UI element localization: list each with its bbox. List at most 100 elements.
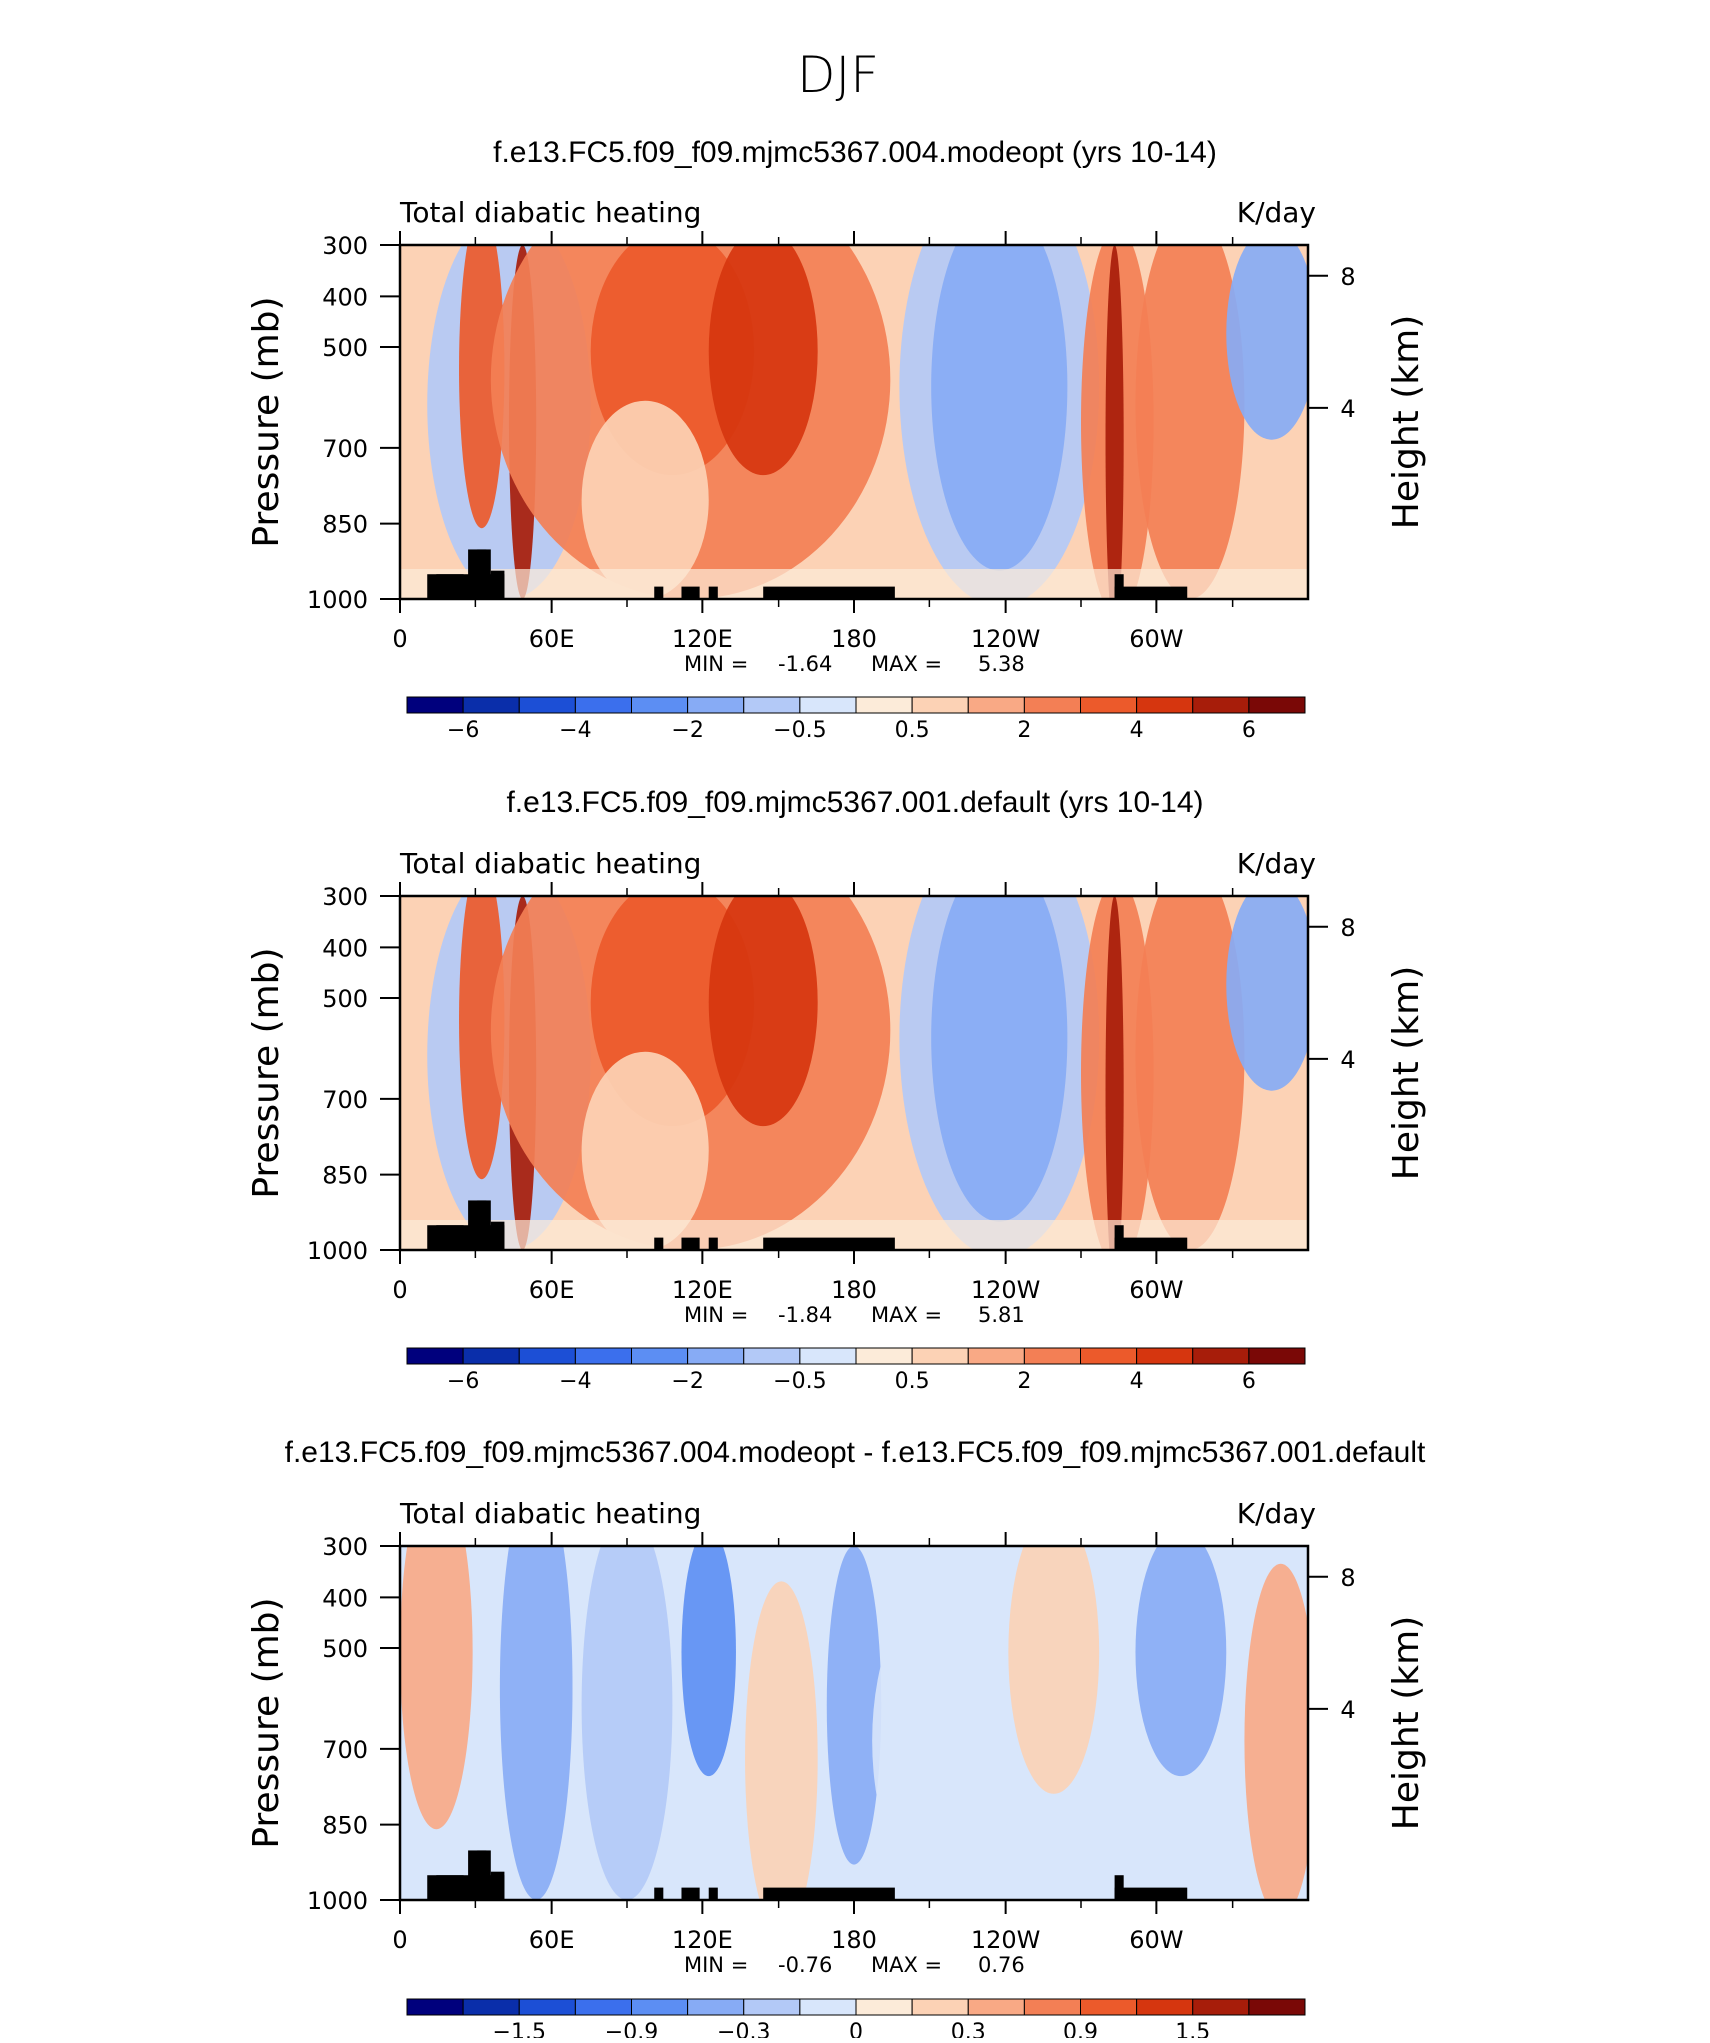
colorbar-label: −0.9 <box>605 2020 658 2038</box>
x-tick-label: 180 <box>831 625 877 653</box>
y-tick-label: 700 <box>322 435 368 463</box>
y-right-axis-label: Height (km) <box>1386 966 1427 1180</box>
colorbar-swatch <box>574 1998 632 2016</box>
colorbar-swatch <box>799 1347 857 1365</box>
colorbar-swatch <box>687 1347 745 1365</box>
min-value: -1.84 <box>778 1303 832 1327</box>
contour-region <box>1105 896 1124 1250</box>
contour-region <box>1244 1563 1308 1900</box>
units-label: K/day <box>1237 196 1316 229</box>
y-right-axis-label: Height (km) <box>1386 315 1427 529</box>
colorbar-swatch <box>967 696 1025 714</box>
colorbar-label: −4 <box>559 1369 591 1394</box>
y-tick-label: 850 <box>322 1812 368 1840</box>
colorbar-swatch <box>1136 696 1194 714</box>
y-tick-label: 850 <box>322 1162 368 1190</box>
topography <box>1114 1237 1188 1250</box>
x-tick-label: 60E <box>529 1276 575 1304</box>
colorbar-swatch <box>799 696 857 714</box>
y-right-tick-label: 4 <box>1340 1696 1355 1724</box>
x-tick-label: 180 <box>831 1276 877 1304</box>
min-value: -1.64 <box>778 652 832 676</box>
colorbar-swatch <box>462 1347 520 1365</box>
colorbar-swatch <box>1136 1347 1194 1365</box>
contour-region <box>1226 245 1308 440</box>
y-tick-label: 1000 <box>307 1887 368 1915</box>
topography <box>763 1237 895 1250</box>
y-tick-label: 1000 <box>307 586 368 614</box>
contour-region <box>459 896 505 1180</box>
colorbar-swatch <box>967 1998 1025 2016</box>
y-tick-label: 400 <box>322 1584 368 1612</box>
contour-region <box>581 400 709 599</box>
contour-region <box>826 1546 882 1865</box>
topography <box>477 1850 487 1900</box>
colorbar-label: 0.9 <box>1063 2020 1098 2038</box>
colorbar-label: 0 <box>849 2020 863 2038</box>
x-tick-label: 120W <box>971 625 1041 653</box>
contour-region <box>931 245 1068 571</box>
x-tick-label: 60E <box>529 625 575 653</box>
panel-title: f.e13.FC5.f09_f09.mjmc5367.004.modeopt (… <box>493 136 1217 169</box>
contour-region <box>872 1581 1018 1900</box>
colorbar-label: 4 <box>1130 718 1144 743</box>
colorbar-swatch <box>1248 1998 1306 2016</box>
y-tick-label: 500 <box>322 334 368 362</box>
topography <box>654 586 664 599</box>
topography <box>477 1200 487 1250</box>
colorbar-swatch <box>967 1347 1025 1365</box>
colorbar-label: −0.5 <box>773 1369 826 1394</box>
colorbar-label: 2 <box>1017 718 1031 743</box>
max-label: MAX = <box>871 1303 942 1327</box>
panel-3: f.e13.FC5.f09_f09.mjmc5367.004.modeopt -… <box>246 1436 1427 2043</box>
colorbar-swatch <box>518 696 576 714</box>
min-label: MIN = <box>684 1303 748 1327</box>
x-tick-label: 60W <box>1129 625 1183 653</box>
colorbar-swatch <box>1248 696 1306 714</box>
colorbar-swatch <box>1023 696 1081 714</box>
colorbar-label: −1.5 <box>493 2020 546 2038</box>
y-axis-label: Pressure (mb) <box>246 1597 287 1848</box>
topography <box>681 1237 700 1250</box>
topography <box>681 1887 700 1900</box>
colorbar-swatch <box>1080 1998 1138 2016</box>
contour-region <box>581 1546 673 1900</box>
max-label: MAX = <box>871 652 942 676</box>
topography <box>1114 586 1188 599</box>
max-value: 5.38 <box>978 652 1025 676</box>
colorbar-label: −0.5 <box>773 718 826 743</box>
colorbar-swatch <box>1023 1998 1081 2016</box>
contour-region <box>1135 1546 1227 1777</box>
x-tick-label: 120W <box>971 1926 1041 1954</box>
colorbar-swatch <box>687 696 745 714</box>
contour-region <box>1226 896 1308 1091</box>
colorbar-swatch <box>518 1347 576 1365</box>
min-label: MIN = <box>684 1953 748 1977</box>
colorbar-swatch <box>743 696 801 714</box>
colorbar-swatch <box>1248 1347 1306 1365</box>
colorbar-label: −2 <box>671 718 703 743</box>
x-tick-label: 60E <box>529 1926 575 1954</box>
colorbar-label: −6 <box>447 1369 479 1394</box>
field-label: Total diabatic heating <box>399 196 701 229</box>
y-tick-label: 500 <box>322 985 368 1013</box>
units-label: K/day <box>1237 847 1316 880</box>
colorbar-swatch <box>631 696 689 714</box>
colorbar-swatch <box>631 1347 689 1365</box>
colorbar-swatch <box>1192 696 1250 714</box>
colorbar-swatch <box>743 1998 801 2016</box>
colorbar-swatch <box>687 1998 745 2016</box>
contour-field <box>400 1546 1308 1900</box>
max-value: 0.76 <box>978 1953 1025 1977</box>
contour-region <box>1135 245 1245 599</box>
colorbar-swatch <box>406 1998 464 2016</box>
x-tick-label: 60W <box>1129 1926 1183 1954</box>
x-tick-label: 0 <box>392 625 407 653</box>
topography <box>681 586 700 599</box>
colorbar-label: 4 <box>1130 1369 1144 1394</box>
colorbar-swatch <box>406 696 464 714</box>
colorbar-swatch <box>911 696 969 714</box>
x-tick-label: 180 <box>831 1926 877 1954</box>
colorbar-swatch <box>911 1347 969 1365</box>
